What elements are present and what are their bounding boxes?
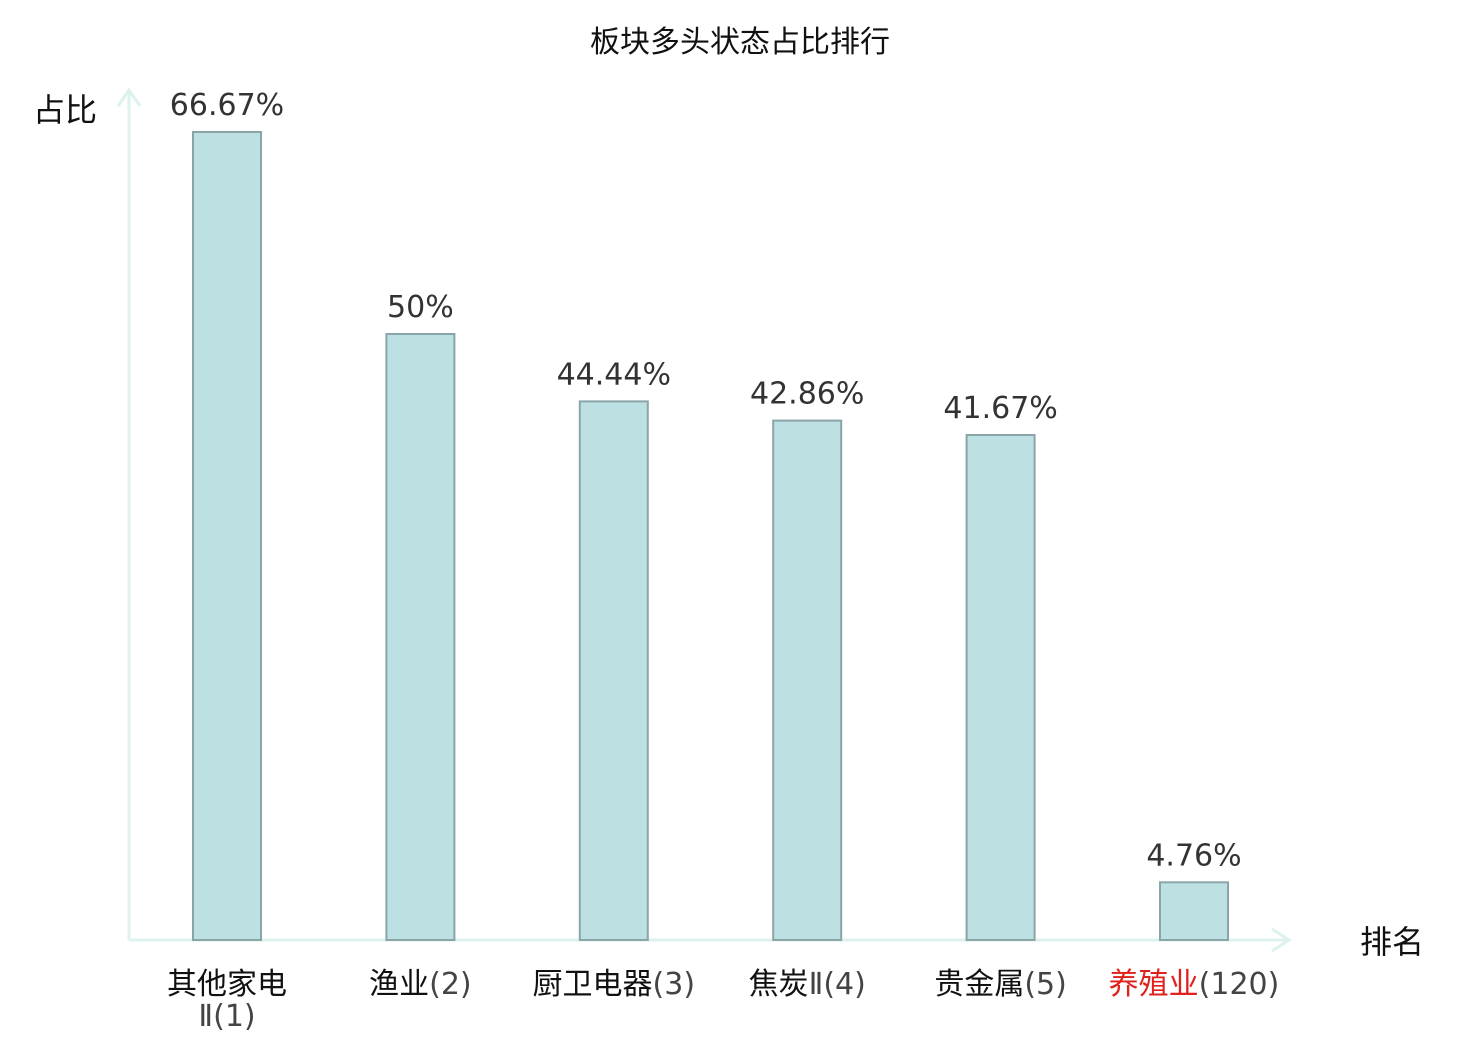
x-tick-label: 贵金属(5) [934,967,1067,1002]
data-label: 44.44% [557,357,671,392]
data-label: 66.67% [170,88,284,123]
category-labels: 其他家电 Ⅱ(1) 渔业(2) 厨卫电器(3) 焦炭Ⅱ(4) 贵金属(5) 养殖业(120) [167,967,1279,1034]
chart-title: 板块多头状态占比排行 [590,25,890,60]
value-labels: 66.67% 50% 44.44% 42.86% 41.67% 4.76% [170,88,1242,873]
bar [965,434,1036,941]
bar [385,333,456,941]
bars [192,131,1229,942]
x-tick-label: 养殖业(120) [1109,967,1280,1002]
bar [1159,881,1229,941]
axes [116,87,1292,953]
x-tick-label: 厨卫电器(3) [533,967,696,1002]
y-axis-label: 占比 [33,91,97,129]
x-tick-label: 其他家电 Ⅱ(1) [167,967,287,1034]
bar [192,131,262,941]
data-label: 4.76% [1146,838,1241,873]
y-axis-arrow [116,87,142,107]
x-tick-label: 焦炭Ⅱ(4) [749,967,866,1002]
bar [772,419,843,942]
data-label: 50% [387,290,454,325]
x-axis-label: 排名 [1360,923,1424,961]
bar [578,400,649,941]
data-label: 41.67% [943,391,1057,426]
x-tick-label: 渔业(2) [369,967,472,1002]
x-axis-arrow [1271,927,1292,953]
data-label: 42.86% [750,377,864,412]
